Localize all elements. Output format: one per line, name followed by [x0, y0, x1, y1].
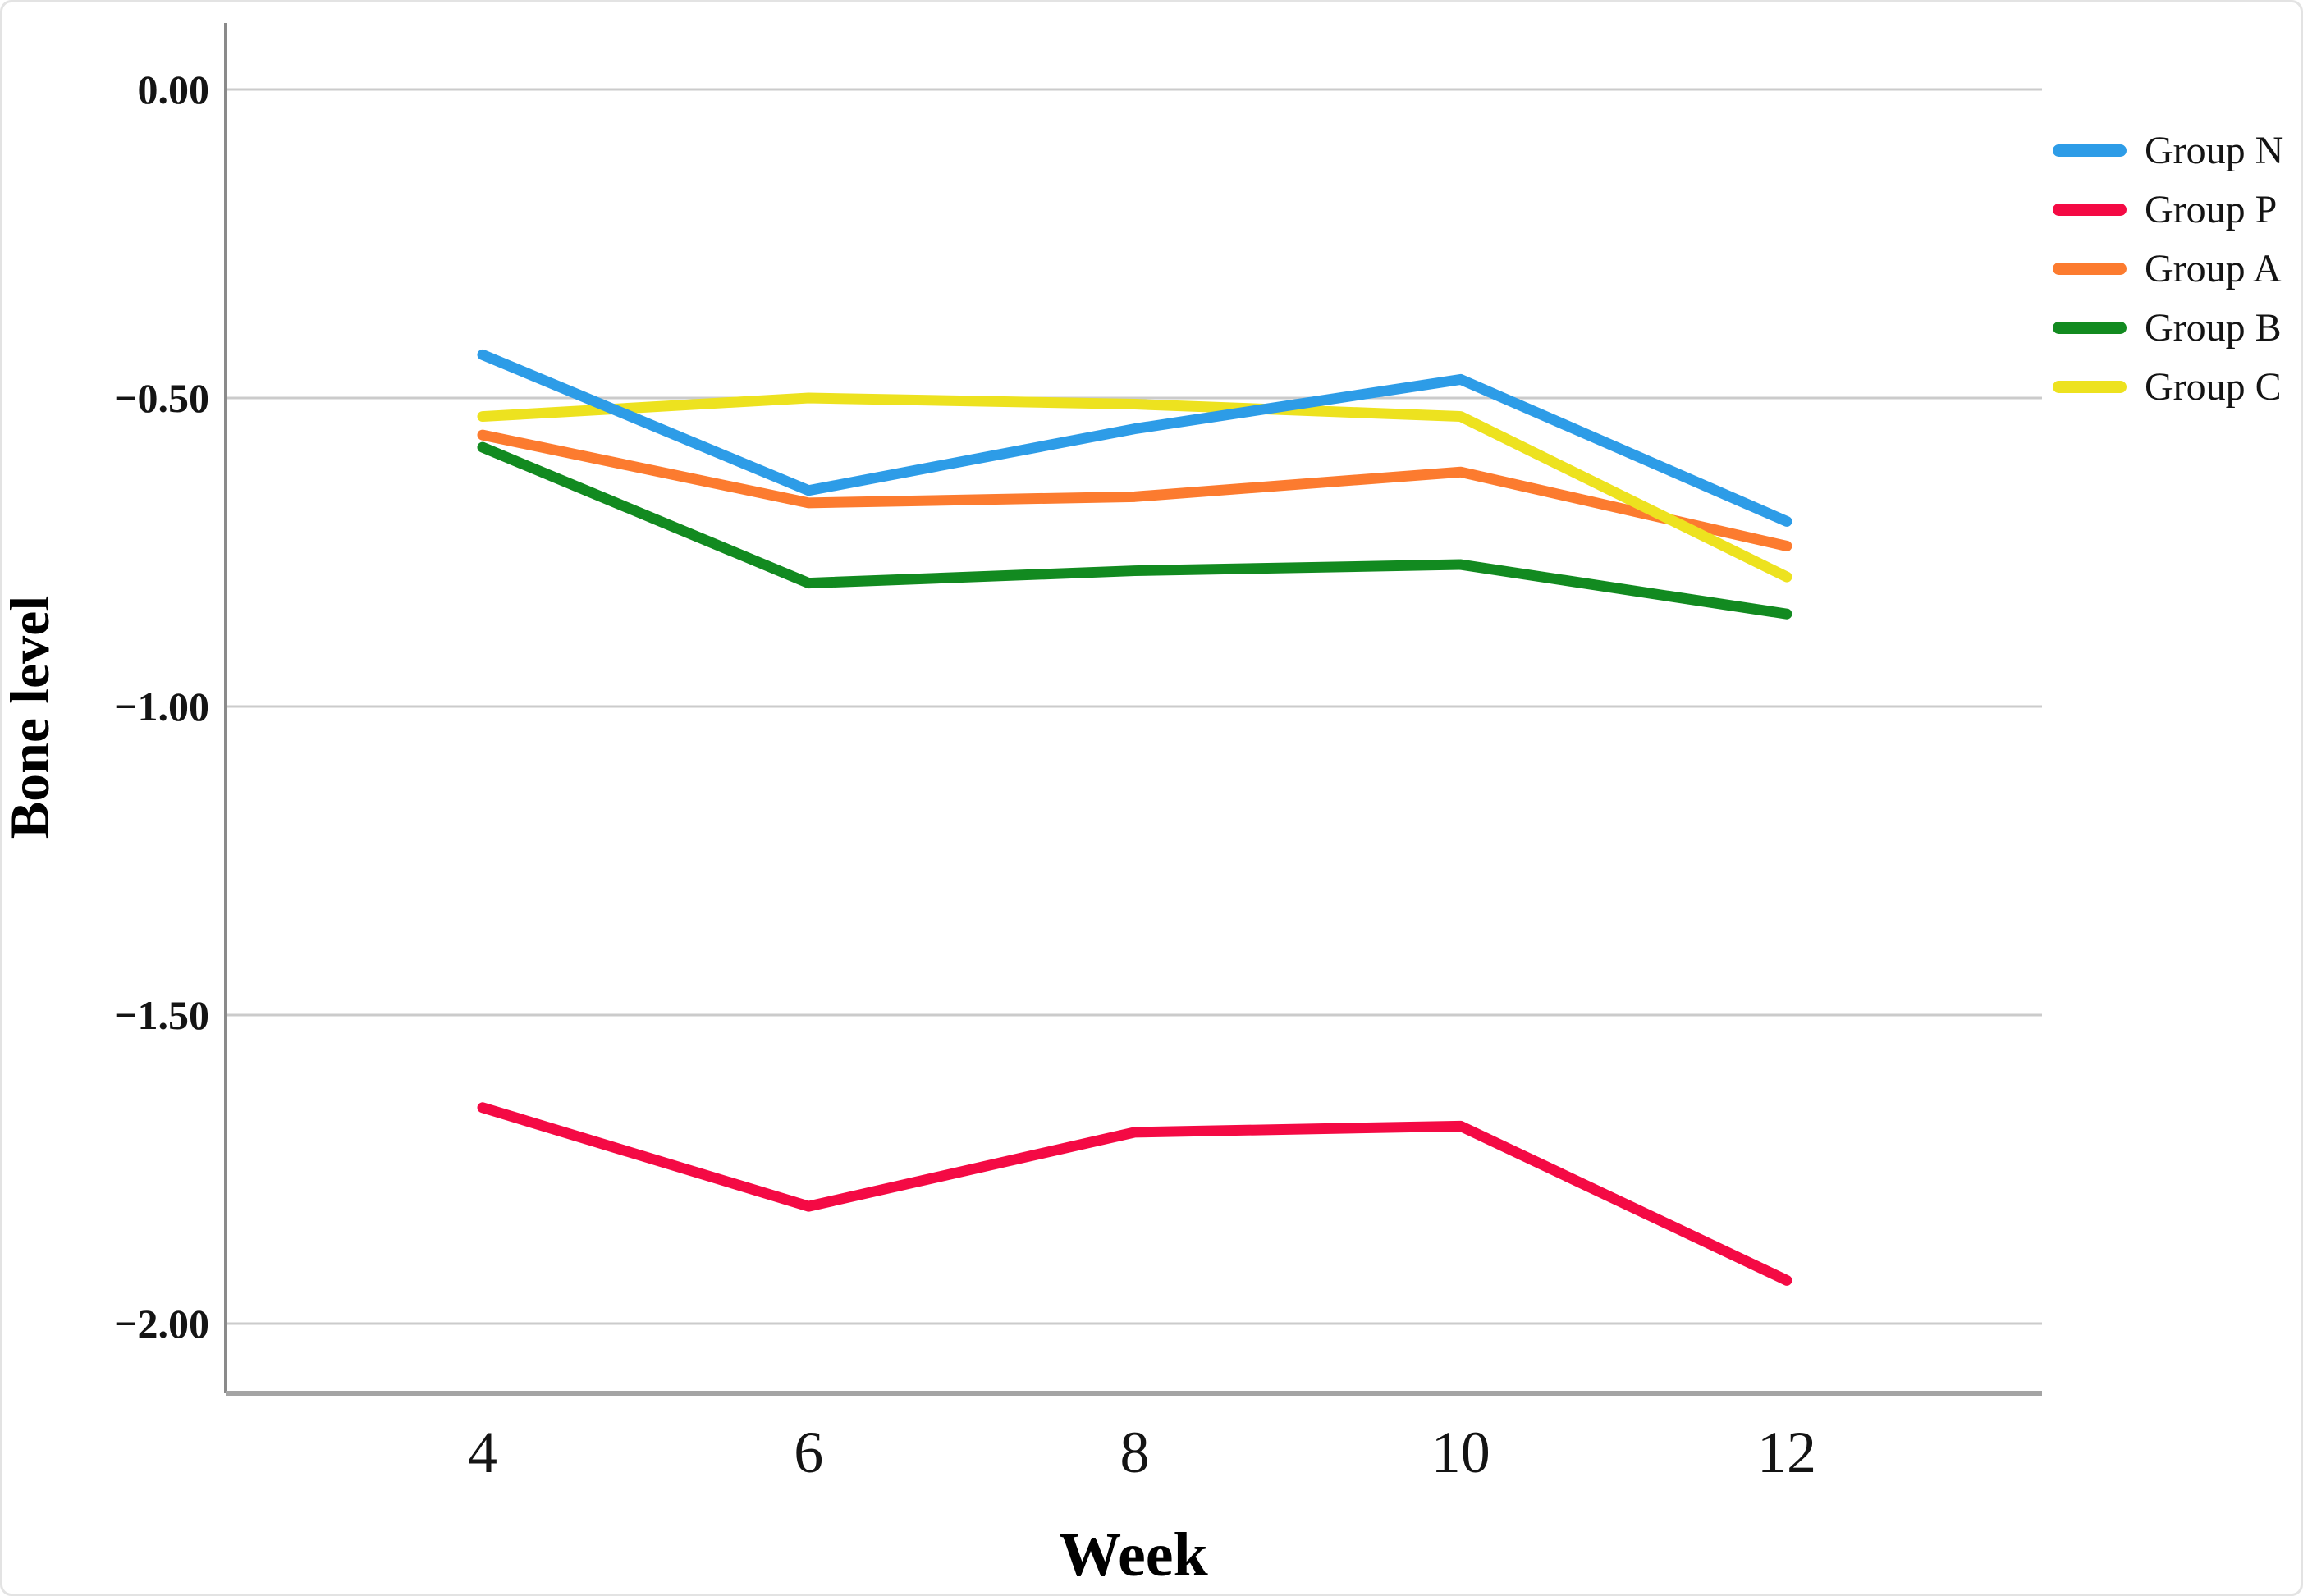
legend-item-group-p: Group P — [2053, 185, 2301, 234]
y-tick-label: 0.00 — [137, 66, 210, 112]
legend-swatch-group-c — [2053, 380, 2127, 393]
legend-label-group-p: Group P — [2145, 187, 2278, 231]
y-tick-label: −1.00 — [114, 684, 209, 729]
legend-item-group-c: Group C — [2053, 362, 2301, 411]
legend-item-group-n: Group N — [2053, 126, 2301, 175]
x-tick-label: 6 — [794, 1420, 824, 1485]
x-tick-label: 12 — [1757, 1420, 1816, 1485]
legend-swatch-group-p — [2053, 203, 2127, 216]
series-line-group-p — [477, 1102, 1792, 1286]
legend-label-group-c: Group C — [2145, 364, 2282, 409]
series-line-group-b — [477, 441, 1792, 620]
legend-swatch-group-a — [2053, 262, 2127, 275]
legend-label-group-b: Group B — [2145, 305, 2282, 350]
legend-item-group-a: Group A — [2053, 244, 2301, 293]
legend-label-group-n: Group N — [2145, 128, 2284, 172]
y-tick-label: −0.50 — [114, 375, 209, 421]
legend-label-group-a: Group A — [2145, 246, 2282, 290]
series-line-group-n — [477, 349, 1792, 527]
y-tick-label: −1.50 — [114, 992, 209, 1038]
x-tick-label: 10 — [1431, 1420, 1490, 1485]
x-tick-label: 4 — [468, 1420, 497, 1485]
x-tick-label: 8 — [1119, 1420, 1150, 1485]
legend-swatch-group-b — [2053, 321, 2127, 334]
series-line-group-a — [477, 429, 1792, 551]
legend-swatch-group-n — [2053, 144, 2127, 157]
y-tick-label: −2.00 — [114, 1301, 209, 1347]
series-line-group-c — [477, 392, 1792, 583]
legend-item-group-b: Group B — [2053, 303, 2301, 352]
x-axis-title: Week — [1059, 1521, 1208, 1589]
